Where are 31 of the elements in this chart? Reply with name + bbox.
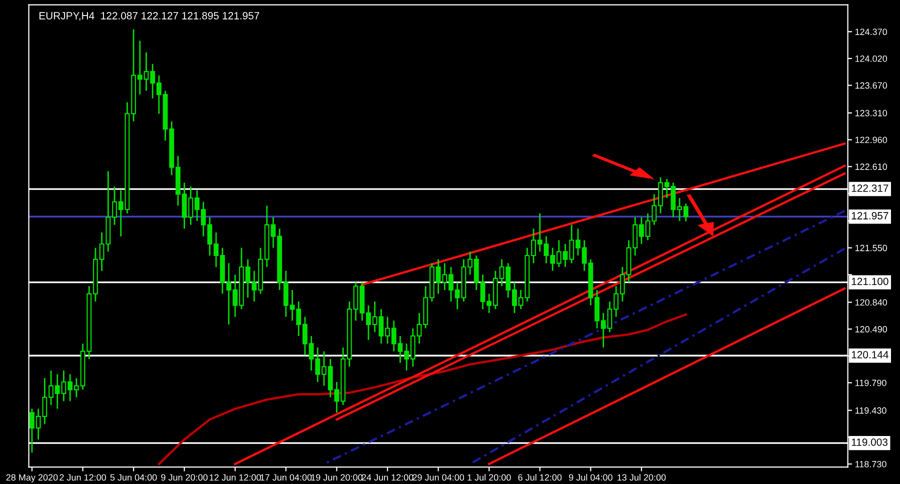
- y-tick-label: 124.370: [855, 28, 888, 36]
- x-tick-label: 5 Jun 04:00: [110, 474, 157, 481]
- x-tick-label: 29 Jun 04:00: [412, 474, 464, 481]
- y-tick-label: 121.550: [855, 244, 888, 252]
- ref-line-label: 122.317: [852, 184, 888, 192]
- y-tick-label: 120.490: [855, 326, 888, 332]
- y-tick-label: 122.960: [855, 136, 888, 144]
- x-tick-label: 9 Jul 04:00: [569, 474, 612, 481]
- x-tick-label: 1 Jul 20:00: [468, 474, 511, 481]
- x-tick-label: 6 Jul 12:00: [518, 474, 562, 481]
- y-tick-label: 119.430: [855, 407, 886, 414]
- y-tick-label: 122.610: [855, 164, 888, 170]
- ref-line-label: 121.100: [852, 278, 888, 286]
- ref-line-label: 120.144: [852, 351, 888, 358]
- ref-line-label: 121.957: [852, 212, 888, 220]
- y-tick-label: 118.730: [855, 460, 886, 468]
- ref-line-label: 119.003: [852, 438, 888, 446]
- x-tick-label: 28 May 2020: [6, 474, 58, 482]
- y-tick-label: 123.670: [855, 82, 888, 89]
- y-tick-label: 120.840: [855, 299, 888, 306]
- x-tick-label: 12 Jun 12:00: [210, 474, 261, 481]
- x-tick-label: 2 Jun 12:00: [60, 474, 106, 481]
- text: EURJPY,H4 122.087 122.127 121.895 121.957: [39, 12, 260, 21]
- y-tick-label: 123.310: [855, 110, 888, 116]
- x-tick-label: 17 Jun 04:00: [260, 474, 312, 481]
- x-tick-label: 19 Jun 20:00: [311, 474, 362, 481]
- x-tick-label: 24 Jun 12:00: [362, 474, 414, 481]
- y-tick-label: 119.790: [855, 380, 886, 386]
- x-tick-label: 13 Jul 20:00: [618, 474, 666, 481]
- y-tick-label: 124.020: [855, 55, 888, 62]
- x-tick-label: 9 Jun 20:00: [161, 474, 208, 481]
